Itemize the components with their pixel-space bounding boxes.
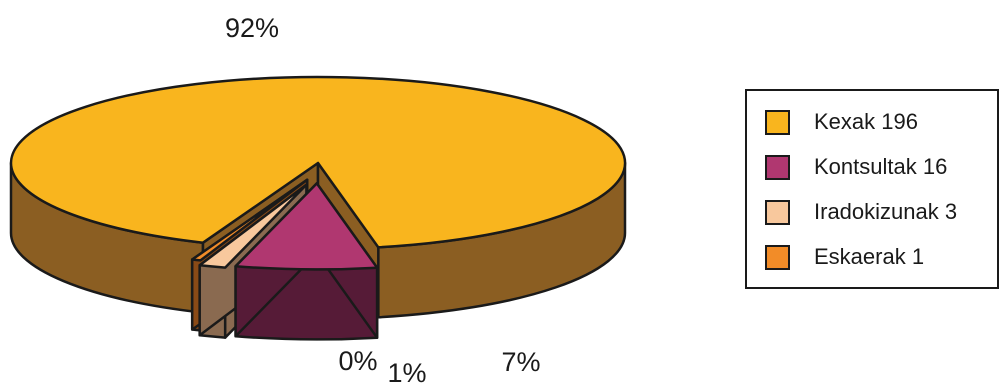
legend-label-kexak: Kexak 196 [814, 109, 918, 134]
legend-item-iradokizunak: Iradokizunak 3 [765, 197, 957, 227]
pct-label-kontsultak: 7% [501, 347, 540, 377]
slice-top-kontsultak [234, 182, 379, 271]
pct-label-eskaerak: 0% [338, 346, 377, 376]
slice-top-kexak [9, 75, 627, 249]
legend-item-eskaerak: Eskaerak 1 [765, 242, 924, 272]
legend: Kexak 196 Kontsultak 16 Iradokizunak 3 E… [745, 89, 999, 289]
slice-top-iradokizunak [198, 183, 308, 269]
legend-label-eskaerak: Eskaerak 1 [814, 244, 925, 269]
slice-top-eskaerak [190, 178, 309, 262]
legend-swatch-kontsultak [765, 154, 790, 180]
legend-swatch-iradokizunak [765, 199, 790, 225]
pct-label-iradokizunak: 1% [387, 358, 426, 383]
legend-item-kexak: Kexak 196 [765, 107, 918, 137]
legend-label-iradokizunak: Iradokizunak 3 [814, 199, 958, 224]
pct-label-kexak: 92% [225, 13, 279, 43]
legend-label-kontsultak: Kontsultak 16 [814, 154, 948, 179]
legend-item-kontsultak: Kontsultak 16 [765, 152, 947, 182]
legend-swatch-kexak [765, 109, 790, 135]
legend-swatch-eskaerak [765, 244, 790, 270]
